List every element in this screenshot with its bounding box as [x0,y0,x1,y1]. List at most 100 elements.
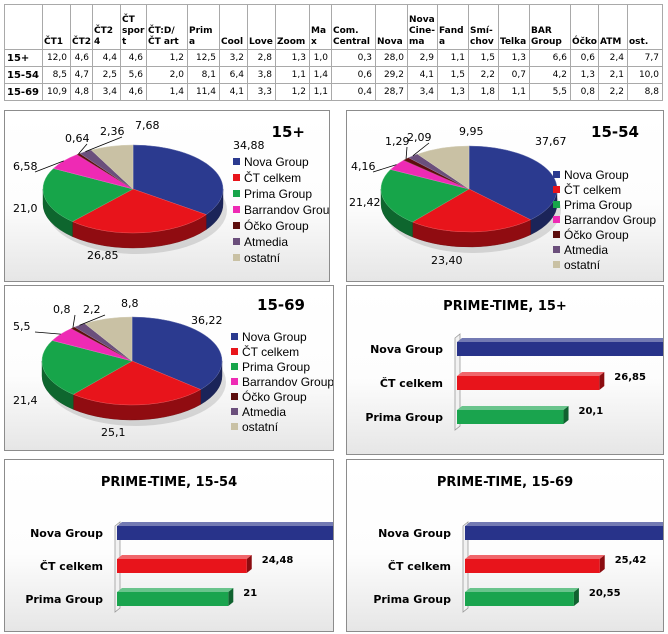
chart-title: PRIME-TIME, 15+ [443,299,567,314]
category-label: Nova Group [370,343,443,356]
slice-value-label: 37,67 [535,135,567,148]
table-cell: 5,6 [120,66,147,84]
column-header: Max [309,4,332,50]
pie-slice [41,340,133,395]
table-cell: 4,8 [70,83,93,101]
table-cell: 2,2 [468,66,499,84]
pie-slice [380,169,470,223]
legend-swatch [231,408,238,415]
table-cell: 0,7 [498,66,530,84]
slice-value-label: 26,85 [87,249,119,262]
category-label: ČT celkem [380,377,443,390]
table-cell: 1,1 [309,83,332,101]
table-cell: 1,1 [275,66,310,84]
bar [457,338,663,356]
pie-slice [132,144,224,215]
legend-entry: Barrandov Group [244,203,329,217]
column-header: Cool [219,4,248,50]
leader-line [34,331,61,335]
slice-value-label: 1,29 [385,135,410,148]
slice-value-label: 2,36 [100,125,125,138]
leader-line [72,314,76,328]
table-cell: 2,0 [146,66,188,84]
table-cell: 3,4 [407,83,438,101]
table-cell: 10,9 [42,83,71,101]
table-cell: 1,4 [146,83,188,101]
table-cell: 3,4 [92,83,121,101]
table-cell: 1,3 [498,49,530,67]
leader-line [412,142,430,157]
column-header: ost. [627,4,663,50]
slice-value-label: 34,88 [233,139,265,152]
table-cell: 8,1 [187,66,220,84]
table-row: 15-69 10,9 4,8 3,4 4,6 1,4 11,4 4,1 3,3 1,2 1,1 0,4… [4,83,663,101]
column-header: Nova Cine-ma [407,4,438,50]
bar [117,588,234,606]
table-cell: 2,5 [92,66,121,84]
pie-slice [71,188,207,234]
table-cell: 0,6 [570,49,599,67]
bar-value-label: 20,1 [579,406,604,417]
bar [465,555,605,573]
table-cell: 7,7 [627,49,663,67]
table-cell: 4,2 [529,66,571,84]
pie-panel-15plus: 15+ 34,88 26,85 21,0 6,58 0,64 2,36 7,68 Nova Gr… [4,110,330,282]
legend-entry: Óčko Group [564,227,629,242]
leader-line [405,146,408,159]
chart-title: 15-69 [257,296,305,314]
slice-value-label: 21,42 [349,196,381,209]
table-cell: 1,4 [309,66,332,84]
table-header-row: ČT1 ČT2 ČT24 ČT sport ČT:D/ ČT art Prima Cool L… [4,4,663,50]
table-cell: 1,2 [275,83,310,101]
table-cell: 4,7 [70,66,93,84]
table-cell: 3,2 [219,49,248,67]
slice-value-label: 7,68 [135,119,160,132]
bar [465,522,663,540]
legend-entry: ČT celkem [564,182,621,197]
bar-value-label: 24,48 [262,555,294,566]
table-cell: 0,6 [331,66,376,84]
column-header: Nova [375,4,408,50]
table-cell: 2,9 [407,49,438,67]
table-cell: 10,0 [627,66,663,84]
legend-swatch [231,378,238,385]
table-cell: 2,8 [247,49,276,67]
bar [117,522,333,540]
legend-swatch [231,423,238,430]
table-cell: 1,3 [275,49,310,67]
bar [465,588,579,606]
legend-entry: ČT celkem [242,344,299,359]
table-cell: 1,5 [468,49,499,67]
slice-value-label: 8,8 [121,297,139,310]
legend-entry: Barrandov Group [564,213,656,227]
table-cell: 1,2 [146,49,188,67]
slice-value-label: 21,4 [13,394,38,407]
legend-swatch [231,348,238,355]
legend-swatch [553,186,560,193]
slice-value-label: 9,95 [459,125,484,138]
share-table: ČT1 ČT2 ČT24 ČT sport ČT:D/ ČT art Prima Cool L… [4,4,663,101]
pie-slice [131,316,223,390]
table-cell: 8,8 [627,83,663,101]
column-header: Com. Central [331,4,376,50]
pie-chart-15-69: 15-69 36,22 25,1 21,4 5,5 0,8 2,2 8,8 Nova Group… [13,296,333,439]
column-header: BAR Group [529,4,571,50]
legend-entry: ČT celkem [244,170,301,185]
column-header: Fanda [437,4,469,50]
table-cell: 28,7 [375,83,408,101]
bar [457,372,605,390]
bar-panel-15plus: PRIME-TIME, 15+Nova Group41,07ČT celkem2… [346,285,664,455]
legend-swatch [553,171,560,178]
table-cell: 6,4 [219,66,248,84]
column-header: Love [247,4,276,50]
table-cell: 0,3 [331,49,376,67]
legend-entry: Atmedia [242,405,286,419]
pie-slice [416,145,470,190]
table-cell: 0,8 [570,83,599,101]
slice-value-label: 2,2 [83,303,101,316]
legend-swatch [553,216,560,223]
